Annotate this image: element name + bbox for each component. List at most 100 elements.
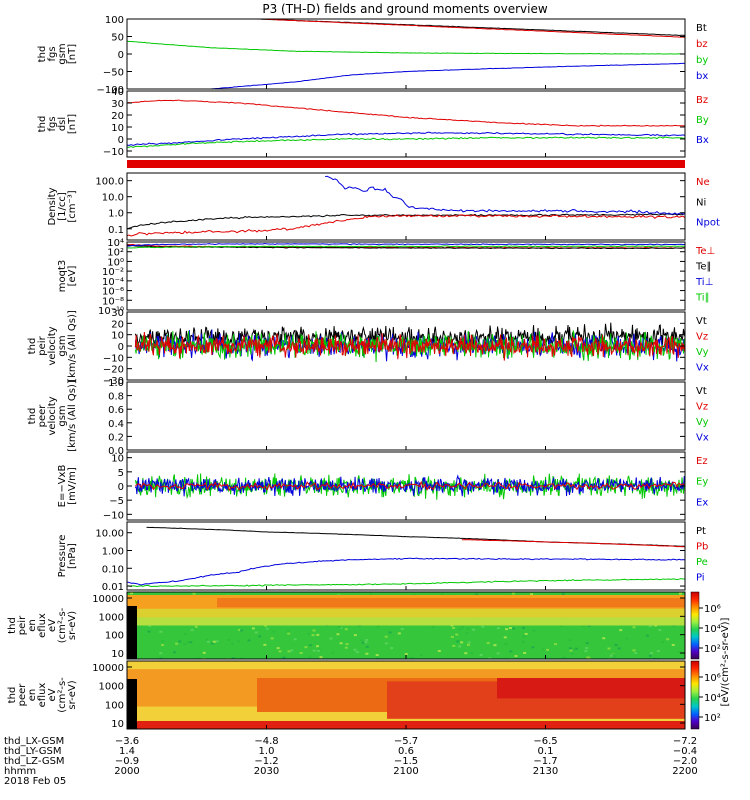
- spectrogram-pixel: [654, 624, 658, 627]
- spectrogram-pixel: [570, 652, 574, 655]
- flux-band: [217, 598, 685, 608]
- spectrogram-pixel: [437, 650, 441, 653]
- spectrogram-pixel: [264, 624, 268, 627]
- spectrogram-pixel: [130, 592, 134, 595]
- y-axis-label: [nPa]: [67, 543, 78, 569]
- panel-mode-bar: [127, 160, 685, 168]
- spectrogram-pixel: [369, 592, 373, 595]
- spectrogram: [127, 592, 685, 659]
- spectrogram-pixel: [656, 649, 660, 652]
- y-axis-label: thd: [27, 338, 38, 355]
- panel-peir-eflux: 10000 1000 100 10 thd peir en eflux eV (cm²-s-sr-…: [7, 591, 686, 660]
- spectrogram-pixel: [384, 642, 388, 645]
- colorbar-tick-label: 10²: [704, 713, 721, 724]
- spectrogram-pixel: [514, 655, 518, 658]
- legend-label: Ni: [696, 197, 706, 208]
- y-tick-label: −50: [103, 68, 124, 79]
- spectrogram-pixel: [388, 631, 392, 634]
- series-line-green: [127, 136, 685, 148]
- y-tick-label: 0: [118, 482, 124, 493]
- spectrogram-pixel: [309, 644, 313, 647]
- y-tick-label: 100: [105, 631, 124, 642]
- spectrogram-pixel: [299, 651, 303, 654]
- spectrogram-pixel: [365, 638, 369, 641]
- colorbar-tick-label: 10⁶: [704, 604, 721, 615]
- mode-segment: [127, 160, 685, 168]
- y-axis-label: fgs: [47, 46, 58, 61]
- spectrogram-pixel: [496, 627, 500, 630]
- spectrogram-pixel: [645, 634, 649, 637]
- colorbar-bar: [690, 660, 700, 730]
- y-tick-label: 10⁻¹⁰: [98, 306, 124, 317]
- spectrogram-pixel: [345, 643, 349, 646]
- spectrogram-pixel: [455, 633, 459, 636]
- spectrogram-pixel: [541, 647, 545, 650]
- spectrogram-pixel: [648, 654, 652, 657]
- panel-efield: 10 5 0 −5 −10 E=−VxB [mV/m] Ez Ey Ex: [57, 451, 708, 521]
- y-axis-label: eV: [47, 619, 58, 632]
- y-tick-label: 30: [111, 308, 124, 319]
- x-axis-row-label: thd_LX-GSM: [4, 736, 64, 747]
- colorbar-label: [eV/(cm²-s-sr-eV)]: [720, 617, 731, 706]
- spectrogram-pixel: [336, 633, 340, 636]
- spectrogram-pixel: [562, 656, 566, 659]
- spectrogram-pixel: [458, 628, 462, 631]
- series-group: [127, 243, 685, 250]
- y-tick-label: 1000: [99, 682, 124, 693]
- colorbar-tick-label: 10⁴: [704, 624, 721, 635]
- y-tick-label: 10: [111, 719, 124, 730]
- series-line-blue: [134, 474, 685, 497]
- x-axis-row-value: −5.7: [394, 736, 418, 747]
- spectrogram-pixel: [452, 644, 456, 647]
- panel-pressure: 10.00 1.00 0.10 0.01 Pressure [nPa] Pt Pb Pe Pi: [57, 521, 708, 593]
- x-axis-row-value: 2030: [254, 766, 279, 777]
- y-tick-label: 1.00: [102, 546, 124, 557]
- y-tick-label: 10.0: [102, 193, 124, 204]
- legend-label: Ti⊥: [695, 277, 713, 288]
- spectrogram-pixel: [471, 628, 475, 631]
- spectrogram-pixel: [196, 657, 200, 659]
- spectrogram-pixel: [625, 637, 629, 640]
- spectrogram-pixel: [263, 643, 267, 646]
- spectrogram-pixel: [523, 651, 527, 654]
- spectrogram-pixel: [658, 629, 662, 632]
- spectrogram-pixel: [410, 656, 414, 659]
- spectrogram-pixel: [522, 635, 526, 638]
- spectrogram-pixel: [481, 625, 485, 628]
- spectrogram-pixel: [400, 627, 404, 630]
- series-line-red: [127, 99, 685, 127]
- flux-band: [127, 608, 685, 618]
- spectrogram-pixel: [272, 630, 276, 633]
- legend-label: Ey: [696, 477, 708, 488]
- spectrogram-pixel: [148, 624, 152, 627]
- x-axis-row-value: −0.4: [673, 746, 697, 757]
- spectrogram-pixel: [553, 643, 557, 646]
- spectrogram-pixel: [431, 626, 435, 629]
- spectrogram-pixel: [147, 630, 151, 633]
- legend-label: Ti∥: [695, 293, 710, 304]
- series-line-red: [134, 480, 685, 492]
- spectrogram-pixel: [465, 632, 469, 635]
- spectrogram-pixel: [240, 657, 244, 659]
- spectrogram-pixel: [587, 656, 591, 659]
- colorbar-tick-label: 10²: [704, 644, 721, 655]
- series-line-black: [127, 213, 685, 230]
- spectrogram-pixel: [236, 640, 240, 643]
- colorbar: 10⁶ 10⁴ 10²: [690, 591, 721, 660]
- series-line-blue: [127, 131, 685, 146]
- spectrogram-pixel: [215, 640, 219, 643]
- legend-label: Vy: [696, 417, 709, 428]
- spectrogram-pixel: [159, 630, 163, 633]
- y-tick-label: 10⁰: [107, 257, 124, 268]
- spectrogram-pixel: [678, 651, 682, 654]
- spectrogram-pixel: [231, 657, 235, 659]
- spectrogram-pixel: [254, 631, 258, 634]
- spectrogram-pixel: [276, 647, 280, 650]
- y-axis-label: [nT]: [67, 114, 78, 134]
- spectrogram-pixel: [585, 642, 589, 645]
- spectrogram-pixel: [511, 592, 515, 595]
- legend-label: Vz: [696, 402, 708, 413]
- spectrogram-pixel: [175, 642, 179, 645]
